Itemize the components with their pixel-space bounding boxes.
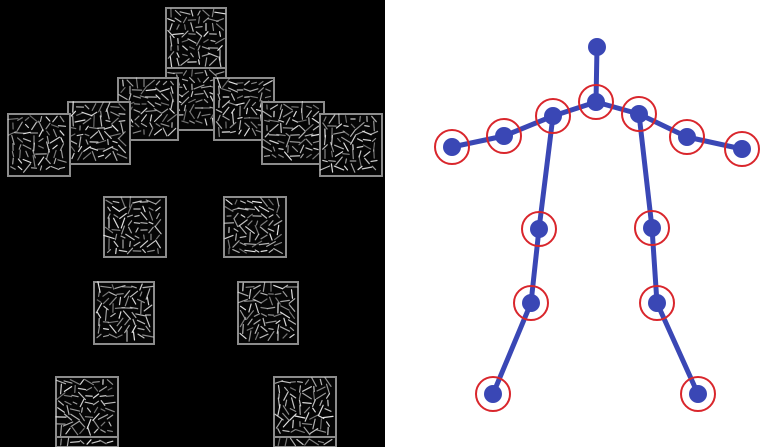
bone-right-elbow-right-wrist — [684, 134, 745, 152]
joint-left-elbow — [495, 127, 513, 145]
hand-left-cell — [103, 196, 167, 258]
part-circle-left-ankle — [475, 376, 511, 412]
joint-left-ankle — [484, 385, 502, 403]
joint-left-shoulder — [544, 107, 562, 125]
pose-skeleton-diagram — [434, 38, 760, 412]
bone-right-hip-right-knee — [649, 225, 660, 306]
joint-right-shoulder — [630, 105, 648, 123]
part-circle-right-wrist — [724, 131, 760, 167]
joint-right-wrist — [733, 140, 751, 158]
knee-left-cell — [55, 376, 119, 440]
hand-left-cell-border — [103, 196, 167, 258]
joint-right-ankle — [689, 385, 707, 403]
head-top-cell — [165, 7, 227, 71]
elbow-left-cell-border — [7, 113, 71, 177]
hog-filter-panel — [0, 0, 385, 447]
joint-left-hip — [530, 220, 548, 238]
bone-left-hip-left-knee — [528, 226, 542, 306]
bone-right-shoulder-right-hip — [636, 111, 655, 231]
part-circle-right-hip — [634, 210, 670, 246]
hog-filter-diagram — [7, 7, 383, 447]
part-circle-neck — [578, 84, 614, 120]
pose-skeleton-panel — [385, 0, 767, 447]
knee-right-cell — [273, 376, 337, 440]
joint-right-hip — [643, 219, 661, 237]
part-circle-left-elbow — [486, 118, 522, 154]
joint-left-wrist — [443, 138, 461, 156]
bone-left-shoulder-left-hip — [536, 113, 556, 232]
shoulder-left-cell-border — [67, 101, 131, 165]
joint-right-elbow — [678, 128, 696, 146]
hip-right-cell — [237, 281, 299, 345]
elbow-left-cell — [7, 113, 71, 177]
joint-head — [588, 38, 606, 56]
shoulder-right-cell — [261, 100, 325, 165]
part-circle-left-hip — [521, 211, 557, 247]
elbow-right-cell-border — [319, 113, 383, 177]
head-top-cell-border — [165, 7, 227, 71]
hip-left-cell — [93, 281, 155, 345]
joint-left-knee — [522, 294, 540, 312]
bone-right-knee-right-ankle — [654, 300, 701, 397]
part-circle-right-elbow — [669, 119, 705, 155]
joint-neck — [587, 93, 605, 111]
ankle-left-cell — [55, 436, 119, 447]
part-circle-right-knee — [639, 285, 675, 321]
shoulder-right-cell-border — [261, 101, 325, 165]
part-circle-left-knee — [513, 285, 549, 321]
elbow-right-cell — [319, 113, 383, 177]
bone-head-neck — [593, 44, 600, 105]
joint-right-knee — [648, 294, 666, 312]
hand-right-cell — [223, 196, 287, 258]
bone-left-knee-left-ankle — [490, 300, 534, 397]
hand-right-cell-border — [223, 196, 287, 258]
ankle-left-cell-border — [55, 436, 119, 447]
ankle-right-cell — [273, 436, 337, 447]
part-circle-left-shoulder — [535, 98, 571, 134]
part-circle-right-shoulder — [621, 96, 657, 132]
part-circle-left-wrist — [434, 129, 470, 165]
ankle-right-cell-border — [273, 436, 337, 447]
part-circle-right-ankle — [680, 376, 716, 412]
shoulder-left-cell — [67, 101, 131, 165]
hip-left-cell-border — [93, 281, 155, 345]
